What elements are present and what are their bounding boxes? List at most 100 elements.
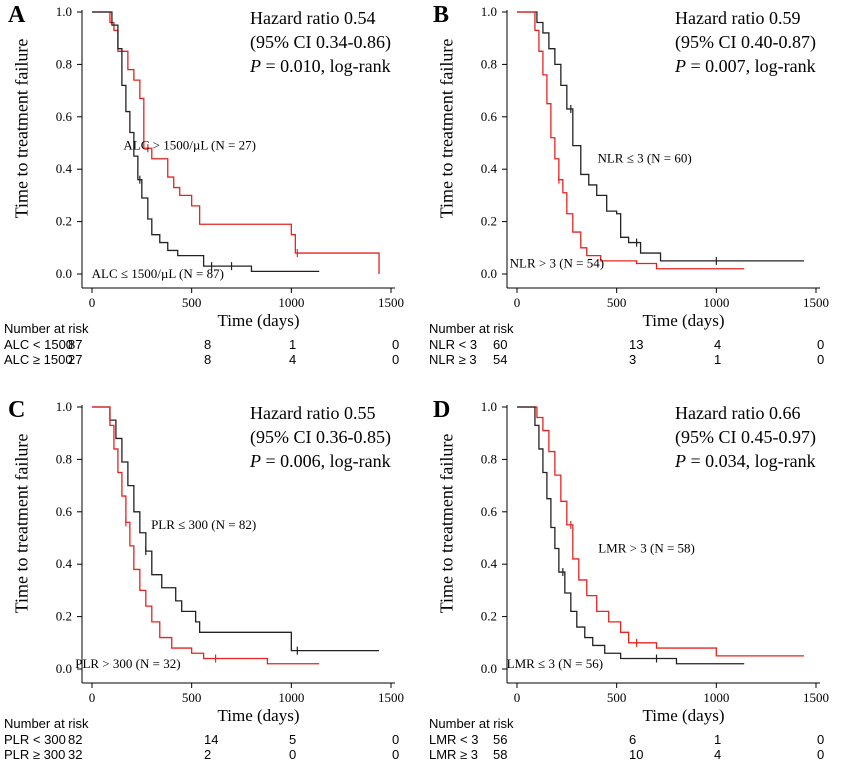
p-value: P = 0.006, log-rank [250,449,391,473]
risk-table-title: Number at risk [429,716,514,731]
x-tick-label: 1000 [703,295,729,310]
risk-row: PLR < 300 82 14 5 0 [4,732,424,748]
y-tick-label: 1.0 [56,399,72,414]
panel-letter: C [8,397,26,423]
y-tick-label: 1.0 [481,399,497,414]
risk-table-title: Number at risk [4,716,89,731]
y-tick-label: 0.2 [481,214,497,229]
series-label: NLR ≤ 3 (N = 60) [597,151,691,166]
y-tick-label: 0.6 [56,109,73,124]
risk-count: 87 [68,337,83,352]
series-label: ALC > 1500/µL (N = 27) [123,138,256,153]
risk-count: 3 [629,352,637,367]
y-axis-label: Time to treatment failure [11,38,32,219]
panel-letter: D [433,397,451,423]
y-tick-label: 0.8 [481,56,497,71]
x-tick-label: 1500 [803,295,829,310]
confidence-interval: (95% CI 0.45-0.97) [675,427,816,447]
hazard-ratio: Hazard ratio 0.54 [250,8,376,28]
risk-row-label: ALC ≥ 1500 [4,352,73,367]
y-tick-label: 1.0 [56,4,72,19]
risk-count: 27 [68,352,83,367]
y-tick-label: 0.4 [56,556,73,571]
survival-curve [92,406,320,665]
risk-count: 0 [817,352,825,367]
series-label: LMR > 3 (N = 58) [598,540,695,555]
p-symbol: P [250,56,261,76]
y-tick-label: 0.6 [481,504,498,519]
hazard-ratio: Hazard ratio 0.66 [675,403,801,423]
risk-count: 4 [714,337,722,352]
x-tick-label: 500 [607,295,627,310]
risk-row: LMR ≥ 3 58 10 4 0 [429,747,849,763]
x-tick-label: 1500 [378,295,404,310]
survival-curve [92,11,380,274]
series-label: NLR > 3 (N = 54) [510,256,604,271]
risk-row: ALC ≥ 1500 27 8 4 0 [4,352,424,368]
x-axis-label: Time (days) [217,706,299,725]
series-label: PLR ≤ 300 (N = 82) [151,517,256,532]
risk-row-label: PLR < 300 [4,732,66,747]
series-label: ALC ≤ 1500/µL (N = 87) [92,266,224,281]
risk-count: 4 [714,747,722,762]
series-label: LMR ≤ 3 (N = 56) [507,656,603,671]
stats-box: Hazard ratio 0.66 (95% CI 0.45-0.97) P =… [675,401,816,473]
p-value: P = 0.034, log-rank [675,449,816,473]
risk-row-label: LMR < 3 [429,732,479,747]
risk-count: 1 [714,732,722,747]
x-tick-label: 1000 [278,295,304,310]
risk-count: 0 [392,352,400,367]
x-tick-label: 1500 [803,690,829,705]
p-value-text: = 0.006, log-rank [261,451,391,471]
y-tick-label: 0.0 [56,661,72,676]
risk-count: 0 [392,747,400,762]
y-tick-label: 0.4 [56,161,73,176]
km-plot: 0.0 0.2 0.4 0.6 0.8 1.0 0 500 1000 1500 Time (days… [56,399,404,725]
survival-curve [517,406,745,665]
x-tick-label: 0 [89,690,96,705]
risk-row-label: PLR ≥ 300 [4,747,66,762]
y-tick-label: 1.0 [481,4,497,19]
risk-count: 56 [493,732,508,747]
p-value-text: = 0.034, log-rank [686,451,816,471]
risk-row: NLR < 3 60 13 4 0 [429,337,849,353]
risk-count: 5 [289,732,297,747]
y-tick-label: 0.8 [56,56,72,71]
x-tick-label: 500 [182,295,202,310]
p-symbol: P [675,56,686,76]
km-plot: 0.0 0.2 0.4 0.6 0.8 1.0 0 500 1000 1500 Time (days… [56,4,404,330]
p-symbol: P [250,451,261,471]
risk-row: NLR ≥ 3 54 3 1 0 [429,352,849,368]
hazard-ratio: Hazard ratio 0.59 [675,8,801,28]
stats-box: Hazard ratio 0.59 (95% CI 0.40-0.87) P =… [675,6,816,78]
risk-count: 0 [817,747,825,762]
km-plot: 0.0 0.2 0.4 0.6 0.8 1.0 0 500 1000 1500 Time (days… [481,4,829,330]
y-tick-label: 0.6 [481,109,498,124]
risk-count: 0 [817,732,825,747]
survival-curve [517,406,805,657]
confidence-interval: (95% CI 0.40-0.87) [675,32,816,52]
risk-row: PLR ≥ 300 32 2 0 0 [4,747,424,763]
y-tick-label: 0.0 [56,266,72,281]
x-tick-label: 0 [514,295,521,310]
p-value: P = 0.007, log-rank [675,54,816,78]
survival-curve [92,11,320,273]
x-tick-label: 0 [89,295,96,310]
y-tick-label: 0.4 [481,556,498,571]
risk-row-label: ALC < 1500 [4,337,74,352]
y-tick-label: 0.0 [481,266,497,281]
survival-curve [517,11,805,262]
y-tick-label: 0.0 [481,661,497,676]
p-value-text: = 0.010, log-rank [261,56,391,76]
y-tick-label: 0.8 [481,451,497,466]
panel-letter: B [433,2,450,28]
series-label: PLR > 300 (N = 32) [75,656,180,671]
x-tick-label: 0 [514,690,521,705]
x-axis-label: Time (days) [217,311,299,330]
risk-row: ALC < 1500 87 8 1 0 [4,337,424,353]
km-panel-b: 0.0 0.2 0.4 0.6 0.8 1.0 0 500 1000 1500 Time (days… [425,0,850,381]
risk-table-title: Number at risk [429,321,514,336]
y-axis-label: Time to treatment failure [436,38,457,219]
km-panel-d: 0.0 0.2 0.4 0.6 0.8 1.0 0 500 1000 1500 Time (days… [425,395,850,776]
risk-count: 0 [289,747,297,762]
